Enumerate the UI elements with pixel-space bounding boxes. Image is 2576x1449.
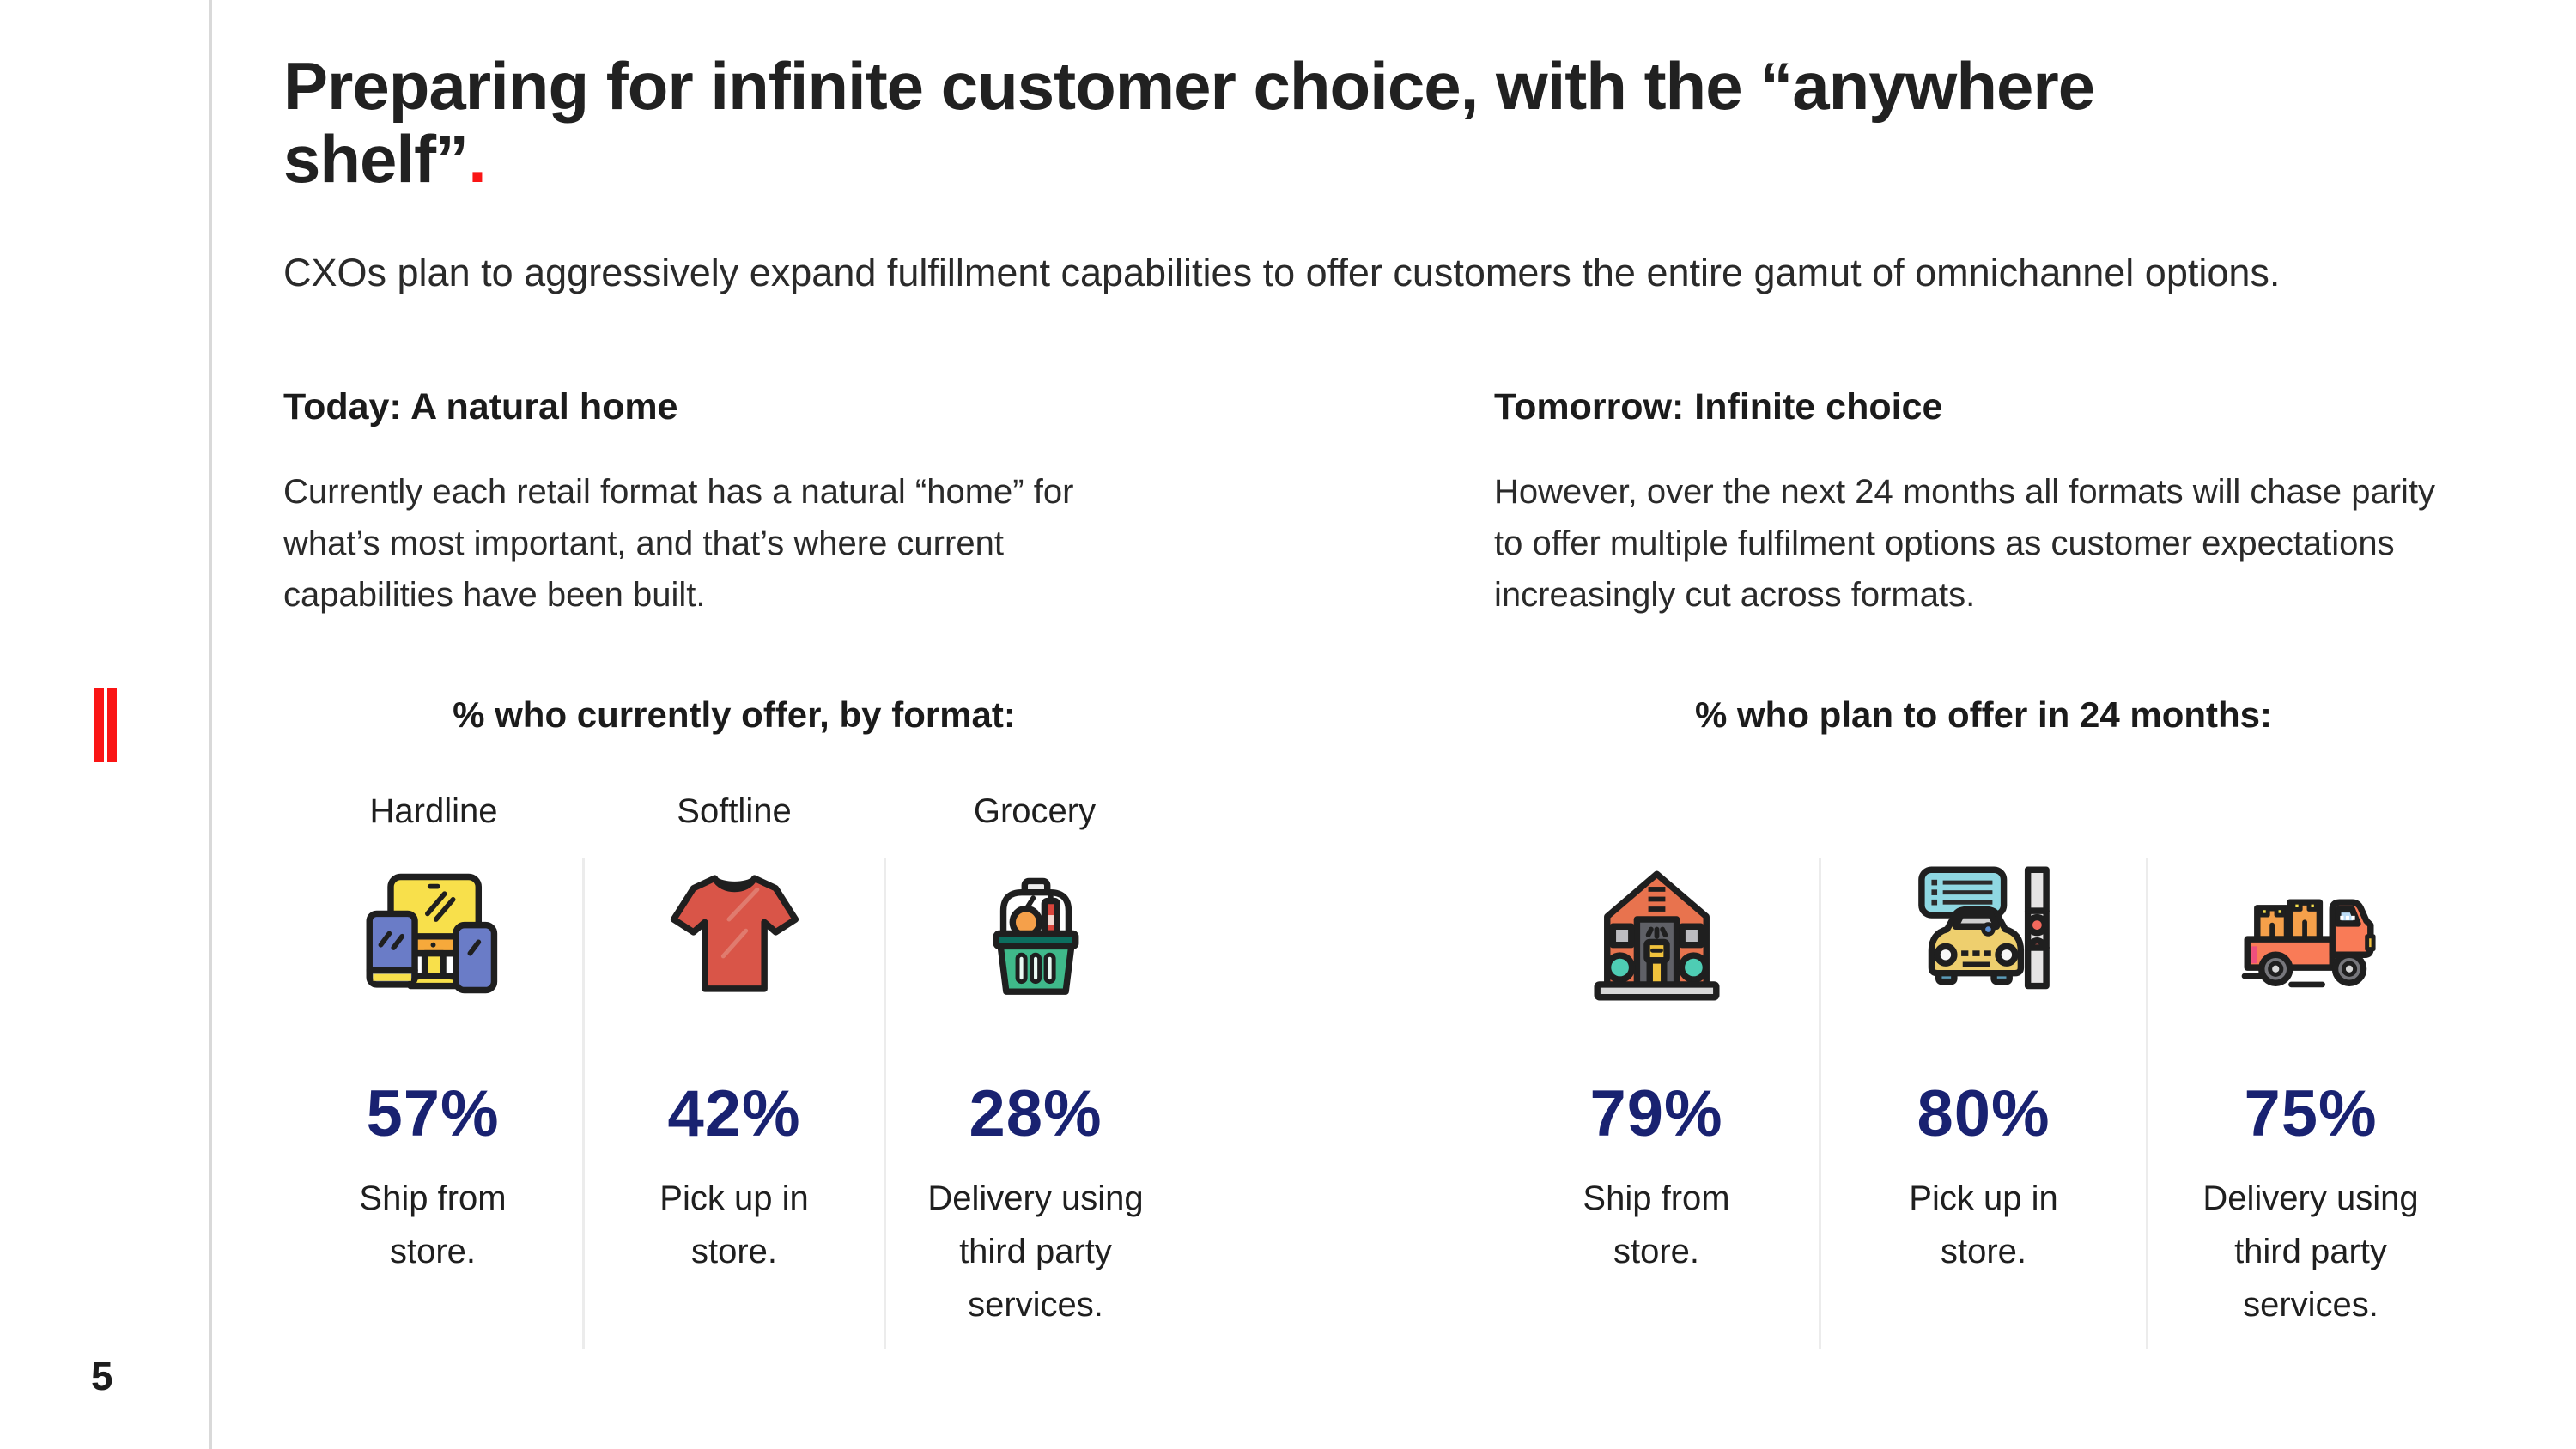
- left-border-line: [209, 0, 212, 1449]
- slide-subtitle: CXOs plan to aggressively expand fulfill…: [283, 251, 2281, 295]
- slide-content: Preparing for infinite customer choice, …: [283, 48, 2490, 1349]
- stat-value: 42%: [667, 1076, 801, 1150]
- red-bar: [107, 688, 117, 762]
- curbside-pickup-icon: [1913, 863, 2055, 1004]
- stat-caption: Ship from store.: [1583, 1179, 1730, 1270]
- today-stats-title: % who currently offer, by format:: [453, 694, 1016, 735]
- slide-title: Preparing for infinite customer choice, …: [283, 48, 2490, 197]
- today-heading: Today: A natural home: [283, 385, 678, 427]
- page-number: 5: [91, 1354, 113, 1398]
- title-accent-period: .: [468, 121, 487, 197]
- two-column-layout: Today: A natural home Currently each ret…: [283, 386, 2490, 1349]
- brand-red-bars-icon: [94, 688, 117, 762]
- stat-ship-from-store: 79% Ship from store.: [1494, 858, 1819, 1349]
- stat-pick-up-in-store: 80% Pick up in store.: [1819, 857, 2146, 1349]
- stat-caption: Ship from store.: [359, 1179, 507, 1270]
- tomorrow-stats-row: 79% Ship from store.: [1494, 857, 2473, 1349]
- stat-value: 75%: [2244, 1076, 2378, 1150]
- title-line-1: Preparing for infinite customer choice, …: [283, 48, 2095, 124]
- store-icon: [1586, 863, 1728, 1004]
- today-stats-row: 57% Ship from store. 42% Pick up i: [283, 857, 1185, 1349]
- stat-value: 80%: [1917, 1076, 2050, 1150]
- stat-softline: 42% Pick up in store.: [582, 857, 884, 1349]
- devices-icon: [362, 863, 504, 1004]
- delivery-truck-icon: [2240, 863, 2382, 1004]
- tomorrow-stats-title: % who plan to offer in 24 months:: [1695, 694, 2272, 735]
- format-label-grocery: Grocery: [973, 791, 1097, 830]
- tshirt-icon: [664, 863, 805, 1004]
- section-tomorrow: Tomorrow: Infinite choice However, over …: [1494, 386, 2473, 1349]
- stat-hardline: 57% Ship from store.: [283, 858, 582, 1349]
- title-line-2: shelf”: [283, 121, 469, 197]
- format-label-hardline: Hardline: [369, 791, 498, 830]
- stat-caption: Delivery using third party services.: [2202, 1179, 2419, 1324]
- stat-value: 79%: [1589, 1076, 1723, 1150]
- grocery-basket-icon: [965, 863, 1107, 1004]
- stat-caption: Pick up in store.: [659, 1179, 809, 1270]
- format-labels-row: Hardline Softline Grocery: [283, 792, 1185, 837]
- tomorrow-body-text: However, over the next 24 months all for…: [1494, 472, 2436, 614]
- stat-caption: Pick up in store.: [1909, 1179, 2058, 1270]
- section-today: Today: A natural home Currently each ret…: [283, 386, 1185, 1349]
- format-labels-row-spacer: [1494, 792, 2473, 837]
- stat-value: 57%: [366, 1076, 500, 1150]
- stat-caption: Delivery using third party services.: [927, 1179, 1144, 1324]
- tomorrow-heading: Tomorrow: Infinite choice: [1494, 385, 1943, 427]
- stat-third-party-delivery: 75% Delivery using third party services.: [2146, 857, 2473, 1349]
- stat-value: 28%: [969, 1076, 1103, 1150]
- today-body-text: Currently each retail format has a natur…: [283, 472, 1074, 614]
- format-label-softline: Softline: [677, 791, 792, 830]
- red-bar: [94, 688, 104, 762]
- stat-grocery: 28% Delivery using third party services.: [884, 857, 1185, 1349]
